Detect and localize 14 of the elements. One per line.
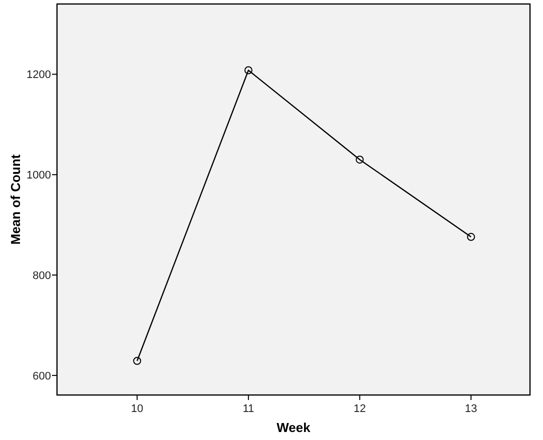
y-tick-label: 1200 xyxy=(26,69,51,82)
x-tick-label: 10 xyxy=(131,403,144,415)
x-axis-title: Week xyxy=(276,420,312,435)
x-tick-label: 13 xyxy=(464,403,478,415)
x-tick-label: 12 xyxy=(354,403,366,415)
point xyxy=(356,156,364,164)
point xyxy=(133,356,142,365)
y-axis-title: Mean of Count xyxy=(8,154,23,245)
y-tick-label: 600 xyxy=(32,370,51,382)
y-tick-label: 800 xyxy=(32,270,51,282)
point xyxy=(244,66,252,74)
point xyxy=(467,232,476,241)
y-tick-label: 1000 xyxy=(26,170,51,182)
x-tick-label: 11 xyxy=(242,403,254,415)
